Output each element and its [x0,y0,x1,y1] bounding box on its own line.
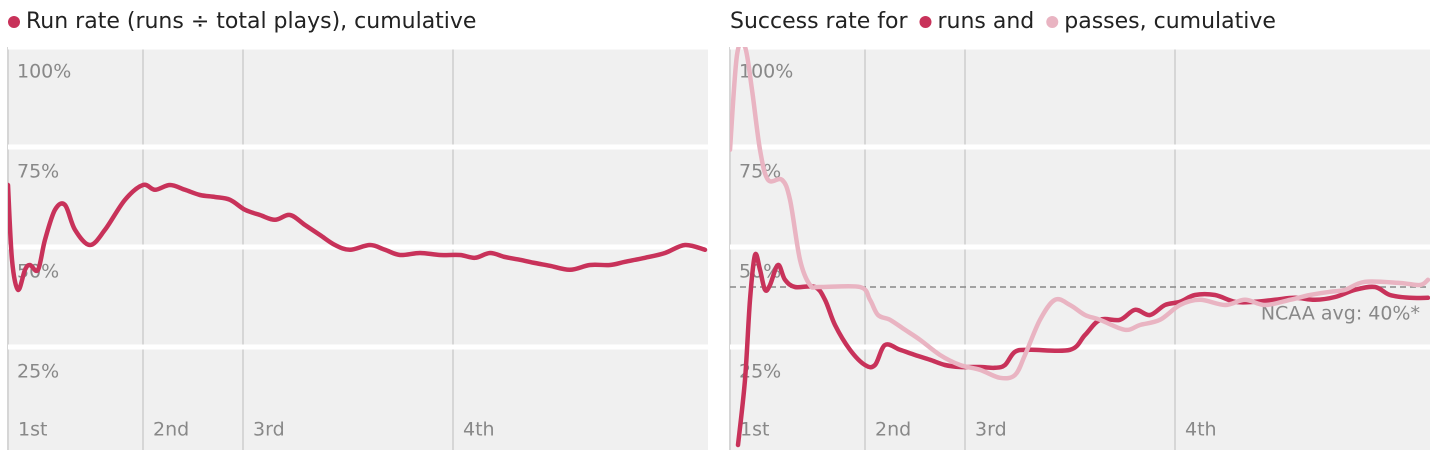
legend-label: Run rate (runs ÷ total plays), cumulativ… [26,9,476,34]
y-tick-label: 25% [17,361,59,383]
series-group [8,182,708,293]
x-tick-label: 3rd [253,419,285,441]
y-tick-label: 100% [17,61,71,83]
x-tick-label: 1st [740,419,769,441]
series-group [730,47,1430,448]
y-tick-label: 75% [739,161,781,183]
x-tick-label: 2nd [875,419,911,441]
reference-label: NCAA avg: 40%* [1261,303,1420,325]
x-tick-label: 1st [18,419,47,441]
line [735,251,1430,448]
y-tick-label: 100% [739,61,793,83]
x-tick-label: 2nd [153,419,189,441]
legend-swatch [8,16,20,28]
legend-swatch [919,16,932,28]
y-tick-label: 75% [17,161,59,183]
chart-title: Success rate for [730,9,908,34]
x-tick-label: 3rd [975,419,1007,441]
legend-swatch [1046,16,1059,28]
legend-label: runs and [937,9,1034,34]
y-tick-label: 25% [739,361,781,383]
legend-label: passes, cumulative [1064,9,1276,34]
x-tick-label: 4th [463,419,495,441]
x-tick-label: 4th [1185,419,1217,441]
line [8,182,708,293]
line [730,47,1430,381]
